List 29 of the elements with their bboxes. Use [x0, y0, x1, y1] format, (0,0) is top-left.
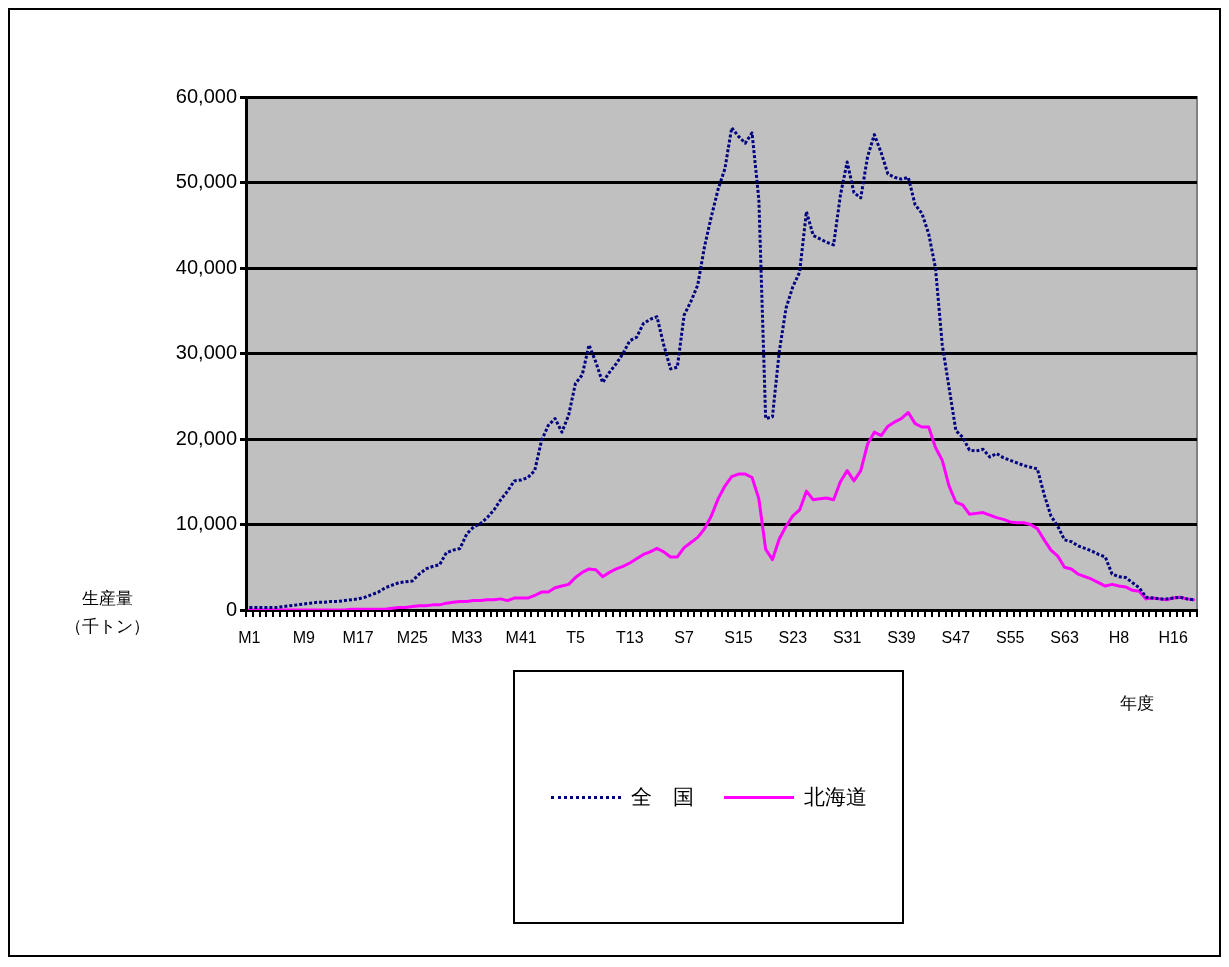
x-tick-label: H8 — [1108, 629, 1130, 647]
legend-label: 北海道 — [803, 784, 867, 810]
x-tick-label: S63 — [1050, 629, 1079, 647]
y-tick-label: 40,000 — [175, 255, 237, 278]
y-tick-label: 50,000 — [175, 170, 237, 193]
x-tick-label: S7 — [674, 629, 695, 647]
x-tick-label: H16 — [1158, 629, 1188, 647]
x-tick-label: S47 — [941, 629, 971, 647]
x-tick-label: T13 — [616, 629, 644, 647]
x-tick-label: S55 — [995, 629, 1025, 647]
x-tick-label: T5 — [566, 629, 585, 647]
y-axis-title: 生産量（千トン） — [65, 588, 150, 638]
x-tick-label: S39 — [887, 629, 916, 647]
x-tick-label: M17 — [342, 629, 374, 647]
y-tick-label: 0 — [225, 597, 237, 620]
x-tick-label: M41 — [505, 629, 537, 647]
legend-label: 全 国 — [630, 784, 694, 810]
x-tick-label: M9 — [292, 629, 315, 647]
x-tick-label: M33 — [451, 629, 483, 647]
y-tick-label: 20,000 — [175, 426, 237, 449]
y-tick-label: 10,000 — [175, 512, 237, 535]
y-tick-label: 60,000 — [175, 84, 237, 107]
x-tick-label: M1 — [238, 629, 261, 647]
x-tick-label: S31 — [832, 629, 862, 647]
x-tick-label: S23 — [778, 629, 808, 647]
x-tick-label: M25 — [396, 629, 429, 647]
y-tick-label: 30,000 — [175, 341, 237, 364]
x-axis-title: 年度 — [1120, 693, 1154, 715]
x-tick-label: S15 — [724, 629, 753, 647]
